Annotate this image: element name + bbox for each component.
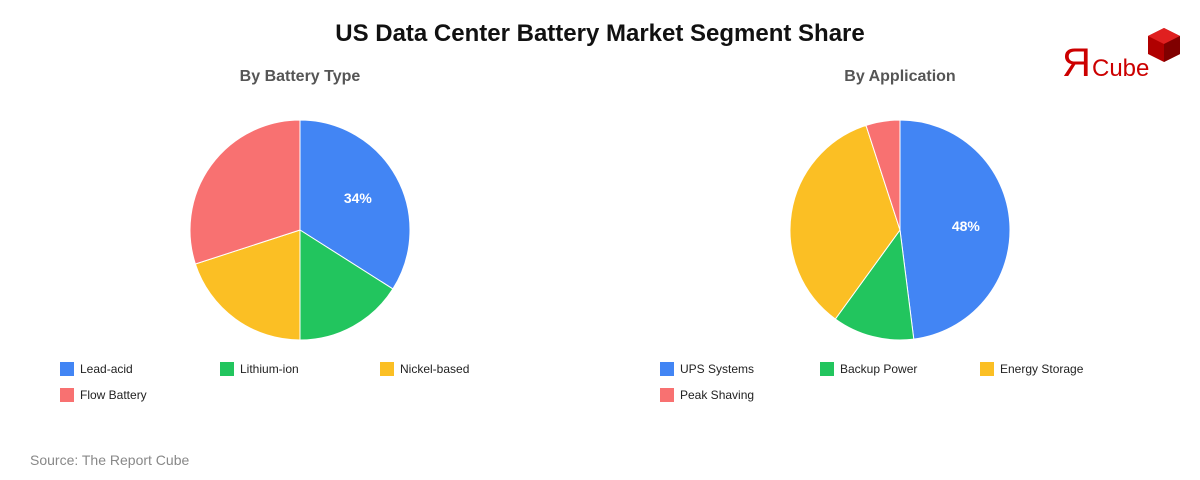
legend-label: Nickel-based	[400, 362, 470, 376]
pie-slice-flow-battery	[189, 119, 301, 265]
legend-label: Flow Battery	[80, 388, 147, 402]
pie-slice-ups-systems	[899, 119, 1011, 340]
legend-item: Peak Shaving	[660, 388, 754, 402]
legend-item: Nickel-based	[380, 362, 469, 376]
svg-text:Я: Я	[1062, 41, 1091, 84]
legend-swatch	[220, 362, 234, 376]
legend-label: Peak Shaving	[680, 388, 755, 402]
legend-label: Lithium-ion	[240, 362, 299, 376]
right-pie-title: By Application	[844, 68, 956, 85]
application-pie: 48%	[789, 119, 1011, 341]
pie-slice-nickel-based	[194, 229, 301, 341]
legend-item: Lead-acid	[60, 362, 133, 376]
legend-item: UPS Systems	[660, 362, 754, 376]
legend-label: Lead-acid	[80, 362, 133, 376]
legend-swatch	[980, 362, 994, 376]
left-pie-title: By Battery Type	[239, 68, 361, 85]
legend-item: Flow Battery	[60, 388, 147, 402]
pie-slice-energy-storage	[789, 124, 901, 320]
legend-item: Backup Power	[820, 362, 917, 376]
pie-slice-backup-power	[834, 228, 915, 341]
slice-data-label: 34%	[344, 190, 373, 206]
slice-data-label: 48%	[952, 218, 981, 234]
chart-title: US Data Center Battery Market Segment Sh…	[335, 20, 865, 47]
legend-swatch	[60, 362, 74, 376]
legend-swatch	[660, 362, 674, 376]
legend-swatch	[660, 388, 674, 402]
source-note: Source: The Report Cube	[30, 452, 190, 468]
legend-item: Energy Storage	[980, 362, 1083, 376]
legend-label: Backup Power	[840, 362, 918, 376]
legend-label: UPS Systems	[680, 362, 755, 376]
pie-slice-lead-acid	[299, 119, 411, 290]
svg-text:Cube: Cube	[1092, 55, 1149, 82]
report-cube-logo: Я Cube	[1062, 28, 1180, 84]
legend-swatch	[380, 362, 394, 376]
legend-label: Energy Storage	[1000, 362, 1084, 376]
pie-slice-lithium-ion	[299, 229, 394, 341]
legend-swatch	[820, 362, 834, 376]
legend-item: Lithium-ion	[220, 362, 299, 376]
battery-type-pie: 34%	[189, 119, 411, 341]
legend-swatch	[60, 388, 74, 402]
pie-slice-peak-shaving	[865, 119, 901, 231]
